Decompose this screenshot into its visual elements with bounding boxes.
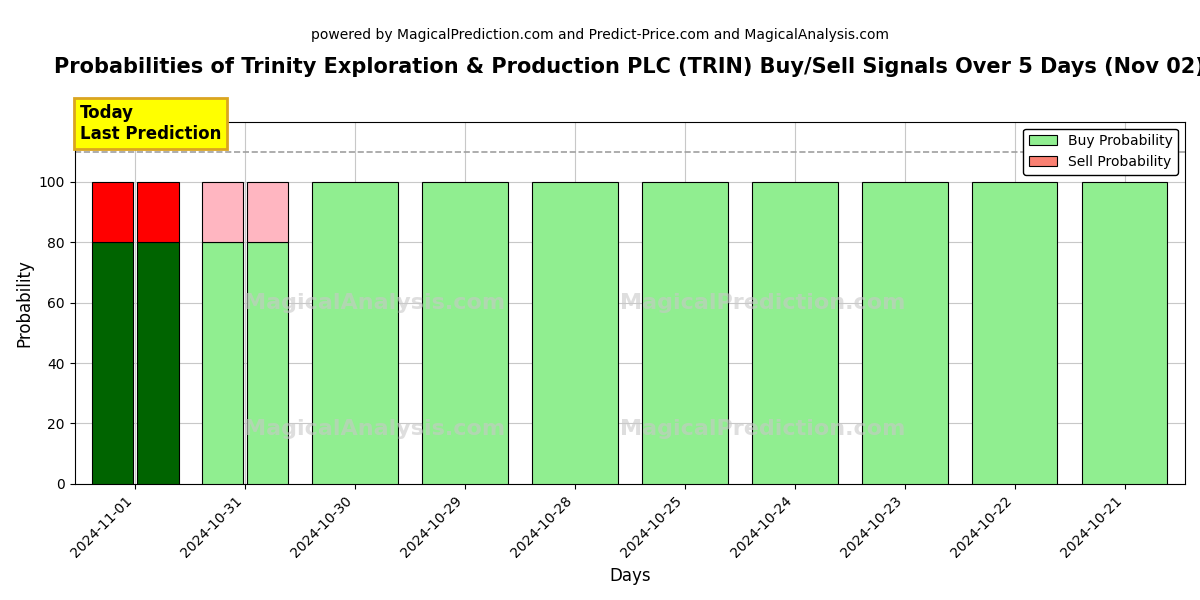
- Bar: [202, 242, 244, 484]
- Text: MagicalPrediction.com: MagicalPrediction.com: [620, 419, 906, 439]
- Bar: [422, 182, 508, 484]
- Bar: [247, 182, 288, 242]
- Bar: [532, 182, 618, 484]
- Bar: [1081, 182, 1168, 484]
- Bar: [202, 182, 244, 242]
- Text: Today
Last Prediction: Today Last Prediction: [80, 104, 222, 143]
- Bar: [137, 242, 179, 484]
- Text: MagicalPrediction.com: MagicalPrediction.com: [620, 293, 906, 313]
- Bar: [642, 182, 727, 484]
- Text: MagicalAnalysis.com: MagicalAnalysis.com: [244, 419, 505, 439]
- Bar: [972, 182, 1057, 484]
- Title: Probabilities of Trinity Exploration & Production PLC (TRIN) Buy/Sell Signals Ov: Probabilities of Trinity Exploration & P…: [54, 57, 1200, 77]
- Bar: [91, 242, 133, 484]
- X-axis label: Days: Days: [610, 567, 650, 585]
- Bar: [247, 242, 288, 484]
- Text: MagicalAnalysis.com: MagicalAnalysis.com: [244, 293, 505, 313]
- Bar: [862, 182, 948, 484]
- Y-axis label: Probability: Probability: [16, 259, 34, 347]
- Bar: [752, 182, 838, 484]
- Legend: Buy Probability, Sell Probability: Buy Probability, Sell Probability: [1024, 128, 1178, 175]
- Bar: [137, 182, 179, 242]
- Bar: [312, 182, 398, 484]
- Text: powered by MagicalPrediction.com and Predict-Price.com and MagicalAnalysis.com: powered by MagicalPrediction.com and Pre…: [311, 28, 889, 42]
- Bar: [91, 182, 133, 242]
